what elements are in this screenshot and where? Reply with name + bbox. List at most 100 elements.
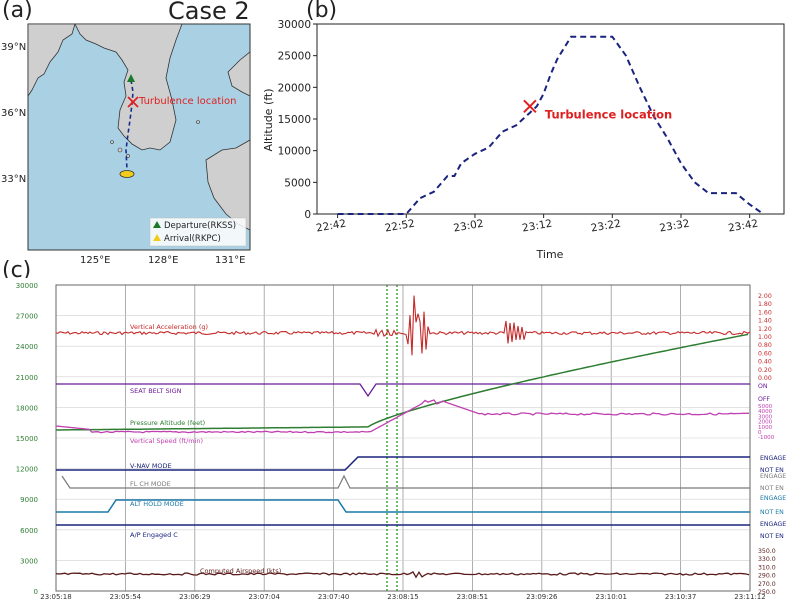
altitude-series-line: [337, 35, 764, 215]
departure-marker: [127, 74, 135, 82]
fdr-right-tick-label: ENGAGE: [760, 455, 786, 462]
fdr-right-tick-label: 250.0: [758, 589, 776, 596]
lon-label-131: 131°E: [215, 255, 245, 266]
fdr-left-tick-label: 24000: [16, 343, 38, 351]
fdr-x-tick-label: 23:10:01: [595, 593, 626, 600]
fdr-trace-label: SEAT BELT SIGN: [130, 387, 182, 395]
x-tick-label: 23:22: [590, 218, 622, 235]
fdr-left-tick-label: 27000: [16, 313, 38, 321]
fdr-right-tick-label: 5000: [758, 404, 773, 410]
panel-label-a: (a): [2, 0, 33, 23]
fdr-right-tick-label: 0.20: [758, 367, 772, 374]
y-tick-label: 20000: [278, 82, 311, 94]
lat-label-33: 33°N: [1, 174, 26, 185]
fdr-right-tick-label: NOT EN: [760, 485, 784, 492]
map-sea: [27, 23, 251, 251]
y-tick-label: 5000: [284, 177, 311, 189]
fdr-right-tick-label: 0.60: [758, 350, 772, 357]
fdr-x-tick-label: 23:05:18: [40, 593, 71, 600]
fdr-left-tick-label: 0: [34, 588, 38, 596]
altitude-turbulence-marker: Turbulence location: [523, 99, 672, 121]
fdr-x-tick-label: 23:07:40: [318, 593, 349, 600]
lat-label-36: 36°N: [1, 108, 26, 119]
lon-label-125: 125°E: [80, 255, 110, 266]
fdr-trace-label: V-NAV MODE: [130, 462, 172, 470]
y-tick-label: 25000: [278, 51, 311, 63]
fdr-x-tick-label: 23:05:54: [110, 593, 142, 600]
y-tick-label: 15000: [278, 114, 311, 126]
fdr-right-tick-label: 1.00: [758, 334, 772, 341]
vnav-mode-line: [56, 456, 750, 471]
vertical-acceleration-line: [55, 295, 751, 356]
fdr-trace-label: Pressure Altitude (feet): [130, 419, 205, 427]
map-land-china: [27, 23, 76, 98]
y-tick-label: 10000: [278, 146, 311, 158]
fdr-left-tick-label: 3000: [20, 557, 38, 565]
x-tick-label: 23:02: [453, 218, 485, 235]
fdr-left-tick-label: 21000: [16, 374, 38, 382]
fdr-trace-label: Vertical Speed (ft/min): [130, 437, 203, 445]
fdr-x-tick-label: 23:07:04: [248, 593, 280, 600]
lon-label-128: 128°E: [148, 255, 178, 266]
fdr-trace-label: Vertical Acceleration (g): [130, 323, 208, 331]
fdr-right-tick-label: -1000: [758, 435, 775, 441]
fdr-right-tick-label: OFF: [758, 396, 770, 403]
fdr-right-tick-label: 270.0: [758, 581, 776, 588]
fdr-right-tick-label: 0.40: [758, 359, 772, 366]
x-tick-label: 23:12: [521, 218, 553, 235]
fdr-right-tick-label: 2000: [758, 420, 773, 426]
panel-label-b: (b): [306, 0, 338, 23]
case-title: Case 2: [168, 0, 250, 25]
panel-label-c: (c): [2, 258, 32, 283]
fdr-left-tick-label: 18000: [16, 404, 38, 412]
fdr-right-tick-label: NOT EN: [760, 467, 784, 474]
y-tick-label: 0: [304, 209, 311, 221]
x-tick-label: 22:52: [384, 218, 416, 235]
legend-arrival: Arrival(RKPC): [164, 234, 221, 244]
fdr-right-tick-label: 1.40: [758, 318, 772, 325]
fdr-left-tick-label: 6000: [20, 527, 38, 535]
fdr-right-tick-label: 3000: [758, 414, 773, 420]
fdr-right-tick-label: 1.60: [758, 309, 772, 316]
fdr-right-tick-label: 290.0: [758, 573, 776, 580]
legend-departure: Departure(RKSS): [164, 221, 236, 231]
turbulence-x-mark: [523, 99, 537, 114]
fdr-right-tick-label: NOT EN: [760, 509, 784, 516]
x-tick-label: 22:42: [315, 218, 347, 235]
fdr-x-tick-label: 23:11:12: [734, 593, 765, 600]
y-axis-label: Altitude (ft): [262, 88, 275, 151]
fdr-trace-label: Computed Airspeed (kts): [200, 567, 281, 575]
fdr-right-tick-label: 0.80: [758, 342, 772, 349]
fdr-left-tick-label: 12000: [16, 466, 38, 474]
seat-belt-line: [56, 383, 750, 398]
fdr-right-tick-label: 0: [758, 430, 762, 436]
fdr-right-tick-label: 1.80: [758, 301, 772, 308]
computed-airspeed-line: [55, 570, 750, 579]
fdr-right-tick-label: ON: [758, 383, 768, 390]
map-turbulence-marker: [127, 96, 139, 108]
fdr-right-tick-label: ENGAGE: [760, 521, 786, 528]
map-land-japan: [205, 139, 251, 231]
flight-route: [125, 79, 134, 171]
fdr-right-tick-label: 0.00: [758, 375, 772, 382]
fdr-trace-label: FL CH MODE: [130, 480, 171, 488]
x-axis-label: Time: [536, 248, 564, 261]
turbulence-label: Turbulence location: [545, 107, 672, 121]
map-land-japan-north: [227, 51, 251, 97]
fdr-right-tick-label: ENGAGE: [760, 473, 786, 480]
fdr-left-tick-label: 9000: [20, 496, 38, 504]
fdr-right-tick-label: 4000: [758, 409, 773, 415]
map-legend: Departure(RKSS) Arrival(RKPC): [149, 217, 247, 247]
fdr-left-tick-label: 15000: [16, 435, 38, 443]
fdr-right-tick-label: 1.20: [758, 326, 772, 333]
flch-mode-line: [61, 474, 750, 489]
pressure-altitude-line: [56, 333, 749, 431]
fdr-right-tick-label: 310.0: [758, 564, 776, 571]
fdr-right-tick-label: 350.0: [758, 548, 776, 555]
map-land-korea: [74, 23, 183, 151]
fdr-right-tick-label: 330.0: [758, 556, 776, 563]
map-turbulence-label: Turbulence location: [138, 96, 237, 107]
fdr-x-tick-label: 23:09:26: [526, 593, 558, 600]
